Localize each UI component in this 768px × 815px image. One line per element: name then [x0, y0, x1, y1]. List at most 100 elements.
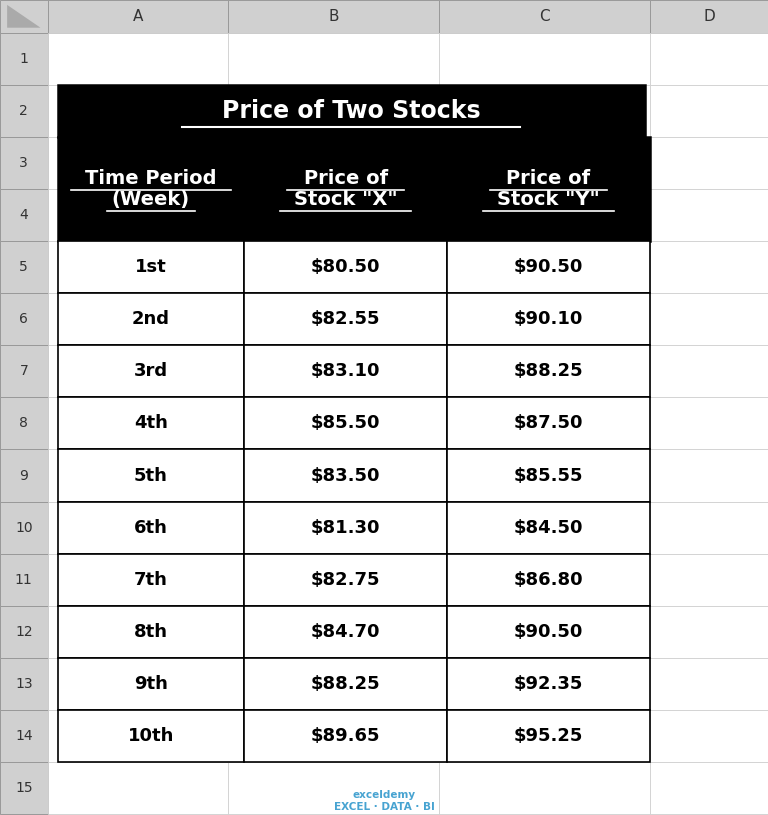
- Bar: [439, 606, 650, 658]
- Bar: [228, 189, 439, 241]
- Bar: [48, 346, 228, 398]
- Text: 11: 11: [15, 573, 33, 587]
- Bar: [58, 346, 244, 398]
- Text: 1st: 1st: [135, 258, 167, 276]
- Text: 4: 4: [19, 208, 28, 222]
- Bar: [48, 553, 228, 606]
- Bar: [0, 398, 48, 449]
- Text: $89.65: $89.65: [311, 727, 380, 745]
- Text: 6: 6: [19, 312, 28, 326]
- Bar: [447, 658, 650, 710]
- Bar: [58, 449, 244, 501]
- Text: C: C: [540, 9, 550, 24]
- Bar: [0, 658, 48, 710]
- Text: B: B: [329, 9, 339, 24]
- Text: 2nd: 2nd: [132, 311, 170, 328]
- Bar: [0, 553, 48, 606]
- Text: $90.50: $90.50: [514, 258, 583, 276]
- Text: $83.50: $83.50: [311, 466, 380, 484]
- Bar: [650, 0, 768, 33]
- Text: 7: 7: [19, 364, 28, 378]
- Text: 5th: 5th: [134, 466, 168, 484]
- Bar: [650, 293, 768, 346]
- Text: $95.25: $95.25: [514, 727, 583, 745]
- Bar: [650, 501, 768, 553]
- Polygon shape: [7, 5, 41, 28]
- Bar: [228, 449, 439, 501]
- Bar: [0, 762, 48, 814]
- Text: $90.10: $90.10: [514, 311, 583, 328]
- Bar: [439, 658, 650, 710]
- Bar: [48, 762, 228, 814]
- Bar: [447, 241, 650, 293]
- Text: 7th: 7th: [134, 570, 168, 588]
- Bar: [447, 606, 650, 658]
- Bar: [0, 85, 48, 137]
- Bar: [447, 553, 650, 606]
- Text: A: A: [133, 9, 143, 24]
- Bar: [439, 449, 650, 501]
- Text: $86.80: $86.80: [514, 570, 583, 588]
- Bar: [58, 501, 244, 553]
- Bar: [0, 293, 48, 346]
- Text: 13: 13: [15, 677, 32, 691]
- Text: 8th: 8th: [134, 623, 168, 641]
- Text: $84.50: $84.50: [514, 518, 583, 536]
- Bar: [447, 137, 650, 241]
- Text: Stock "Y": Stock "Y": [497, 190, 600, 209]
- Bar: [48, 658, 228, 710]
- Bar: [48, 710, 228, 762]
- Text: $90.50: $90.50: [514, 623, 583, 641]
- Text: 9th: 9th: [134, 675, 168, 693]
- Bar: [244, 710, 447, 762]
- Bar: [447, 501, 650, 553]
- Bar: [447, 449, 650, 501]
- Text: 15: 15: [15, 782, 32, 795]
- Bar: [48, 33, 228, 85]
- Bar: [650, 33, 768, 85]
- Bar: [58, 553, 244, 606]
- Bar: [48, 606, 228, 658]
- Bar: [439, 0, 650, 33]
- Bar: [439, 346, 650, 398]
- Bar: [439, 241, 650, 293]
- Bar: [650, 241, 768, 293]
- Bar: [0, 0, 48, 33]
- Text: (Week): (Week): [112, 190, 190, 209]
- Bar: [0, 606, 48, 658]
- Bar: [439, 189, 650, 241]
- Bar: [650, 762, 768, 814]
- Bar: [48, 0, 228, 33]
- Bar: [447, 398, 650, 449]
- Bar: [58, 241, 244, 293]
- Text: 5: 5: [19, 260, 28, 274]
- Text: 1: 1: [19, 51, 28, 66]
- Bar: [228, 762, 439, 814]
- Bar: [48, 398, 228, 449]
- Bar: [439, 501, 650, 553]
- Text: $92.35: $92.35: [514, 675, 583, 693]
- Bar: [0, 501, 48, 553]
- Bar: [228, 0, 439, 33]
- Bar: [0, 137, 48, 189]
- Bar: [0, 241, 48, 293]
- Text: exceldemy
EXCEL · DATA · BI: exceldemy EXCEL · DATA · BI: [333, 791, 435, 812]
- Text: 2: 2: [19, 104, 28, 117]
- Bar: [228, 346, 439, 398]
- Bar: [0, 449, 48, 501]
- Bar: [244, 241, 447, 293]
- Bar: [650, 137, 768, 189]
- Bar: [244, 501, 447, 553]
- Bar: [48, 241, 228, 293]
- Text: D: D: [703, 9, 715, 24]
- Text: $87.50: $87.50: [514, 414, 583, 433]
- Bar: [0, 710, 48, 762]
- Text: $88.25: $88.25: [311, 675, 380, 693]
- Bar: [244, 293, 447, 346]
- Text: 4th: 4th: [134, 414, 168, 433]
- Bar: [58, 293, 244, 346]
- Bar: [650, 658, 768, 710]
- Text: 3: 3: [19, 156, 28, 170]
- Text: Price of: Price of: [506, 169, 591, 187]
- Text: Stock "X": Stock "X": [294, 190, 397, 209]
